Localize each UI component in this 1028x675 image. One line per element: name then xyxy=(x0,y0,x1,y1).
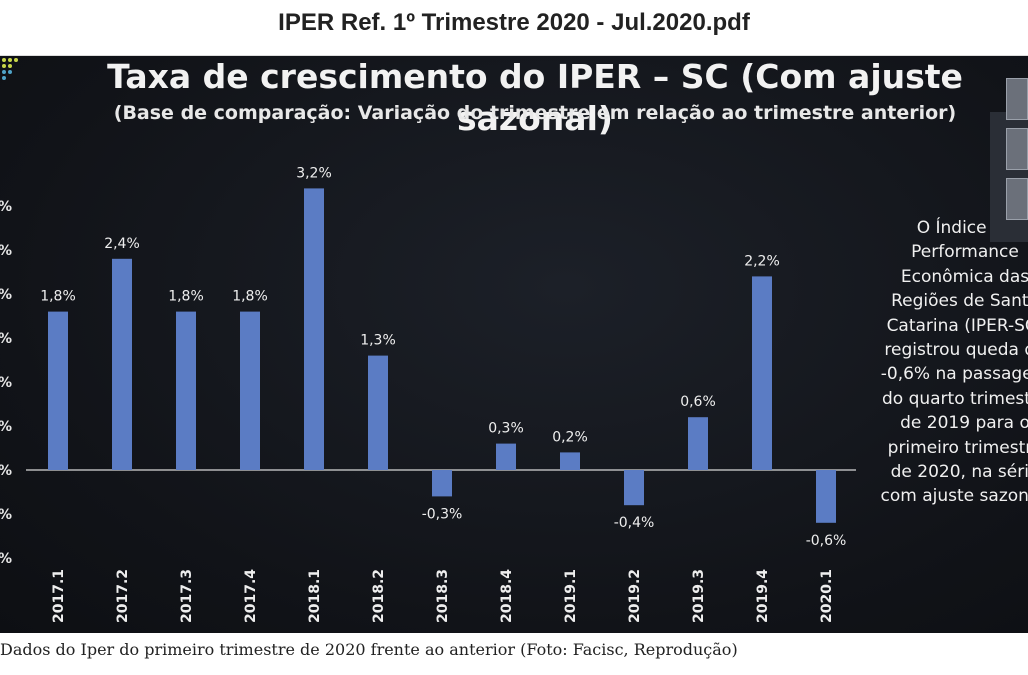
thumbnail-panel[interactable] xyxy=(990,78,1028,242)
x-tick-label: 2017.1 xyxy=(51,569,67,623)
x-tick-label: 2019.3 xyxy=(691,569,707,623)
bar-chart: %%%%%%%%% 1,8% 2017.1 2,4% 2017.2 1,8% 2017.3 1… xyxy=(0,165,856,623)
data-label: -0,4% xyxy=(614,515,655,531)
x-tick-label: 2018.2 xyxy=(371,569,387,623)
data-label: 1,8% xyxy=(232,289,268,305)
bar xyxy=(176,311,196,470)
slide-background xyxy=(0,56,1028,633)
x-tick-label: 2017.3 xyxy=(179,569,195,623)
side-annotation: O Índice de Performance Econômica das Re… xyxy=(880,218,1028,507)
thumbnail[interactable] xyxy=(1006,128,1028,170)
x-tick-label: 2018.4 xyxy=(499,569,515,623)
data-label: 3,2% xyxy=(296,165,332,181)
x-tick-label: 2018.3 xyxy=(435,569,451,623)
y-tick-label: % xyxy=(0,463,12,479)
bar xyxy=(112,258,132,470)
thumbnail[interactable] xyxy=(1006,78,1028,120)
x-tick-label: 2018.1 xyxy=(307,569,323,623)
y-tick-label: % xyxy=(0,507,12,523)
y-tick-label: % xyxy=(0,419,12,435)
y-tick-label: % xyxy=(0,375,12,391)
data-label: -0,6% xyxy=(806,533,847,549)
data-label: -0,3% xyxy=(422,506,463,522)
bar xyxy=(688,417,708,470)
y-tick-label: % xyxy=(0,331,12,347)
data-label: 0,3% xyxy=(488,421,524,437)
slide-title: Taxa de crescimento do IPER – SC (Com aj… xyxy=(107,57,963,138)
data-label: 0,6% xyxy=(680,394,716,410)
x-tick-label: 2020.1 xyxy=(819,569,835,623)
data-label: 2,4% xyxy=(104,236,140,252)
bar xyxy=(624,470,644,506)
document-title: IPER Ref. 1º Trimestre 2020 - Jul.2020.p… xyxy=(0,0,1028,56)
data-label: 0,2% xyxy=(552,429,588,445)
data-label: 1,8% xyxy=(40,289,76,305)
bar xyxy=(496,443,516,470)
slide: Taxa de crescimento do IPER – SC (Com aj… xyxy=(0,56,1028,633)
bar xyxy=(560,452,580,470)
y-tick-label: % xyxy=(0,287,12,303)
data-label: 1,3% xyxy=(360,333,396,349)
x-tick-label: 2017.4 xyxy=(243,569,259,623)
y-tick-label: % xyxy=(0,199,12,215)
bar xyxy=(432,470,452,497)
y-tick-label: % xyxy=(0,551,12,567)
x-tick-label: 2019.2 xyxy=(627,569,643,623)
x-tick-label: 2019.4 xyxy=(755,569,771,623)
bar xyxy=(368,355,388,470)
bar xyxy=(816,470,836,523)
bar xyxy=(240,311,260,470)
x-tick-label: 2019.1 xyxy=(563,569,579,623)
y-tick-label: % xyxy=(0,243,12,259)
data-label: 2,2% xyxy=(744,253,780,269)
image-caption: Dados do Iper do primeiro trimestre de 2… xyxy=(0,640,738,659)
logo-dots-icon xyxy=(2,58,18,80)
bar xyxy=(48,311,68,470)
slide-subtitle: (Base de comparação: Variação do trimest… xyxy=(113,102,957,124)
bar xyxy=(752,276,772,470)
thumbnail[interactable] xyxy=(1006,178,1028,220)
data-label: 1,8% xyxy=(168,289,204,305)
x-tick-label: 2017.2 xyxy=(115,569,131,623)
bar xyxy=(304,188,324,470)
